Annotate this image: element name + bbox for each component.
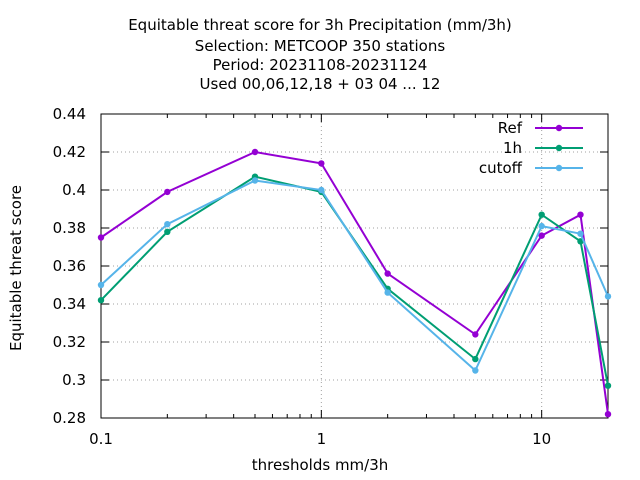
y-tick-label: 0.42 <box>53 143 86 161</box>
data-point <box>577 230 584 237</box>
data-point <box>604 382 612 389</box>
legend-marker-Ref <box>555 124 563 132</box>
data-point <box>384 289 391 296</box>
x-tick-label: 0.1 <box>89 430 113 448</box>
data-point <box>164 228 171 235</box>
data-point <box>472 355 479 363</box>
y-tick-label: 0.3 <box>62 371 86 389</box>
legend-marker-1h <box>555 144 563 152</box>
y-tick-label: 0.44 <box>53 105 86 123</box>
series-line-Ref <box>100 150 609 415</box>
legend-marker-cutoff <box>555 164 563 172</box>
y-tick-label: 0.38 <box>53 219 86 237</box>
legend-label-cutoff: cutoff <box>479 159 523 177</box>
data-point <box>318 186 325 194</box>
legend-label-1h: 1h <box>503 139 522 157</box>
data-point <box>604 293 612 300</box>
data-point <box>97 281 105 289</box>
data-point <box>538 232 545 239</box>
x-tick-label: 1 <box>317 430 327 448</box>
data-point <box>472 367 479 374</box>
series-line-1h <box>100 175 609 386</box>
data-point <box>538 222 545 230</box>
y-tick-label: 0.32 <box>53 333 86 351</box>
y-tick-label: 0.36 <box>53 257 86 275</box>
chart-title-line-1: Equitable threat score for 3h Precipitat… <box>128 16 512 34</box>
data-point <box>577 211 584 218</box>
data-point <box>97 234 105 241</box>
data-point <box>251 177 259 184</box>
data-point <box>97 297 105 304</box>
data-point <box>472 331 479 338</box>
data-point <box>604 411 612 418</box>
x-axis-label: thresholds mm/3h <box>251 456 389 474</box>
y-tick-label: 0.28 <box>53 409 86 427</box>
data-point <box>164 221 171 228</box>
y-tick-label: 0.34 <box>53 295 86 313</box>
legend-label-Ref: Ref <box>498 119 523 137</box>
data-point <box>251 148 259 156</box>
y-tick-label: 0.4 <box>62 181 86 199</box>
chart-title-line-2: Selection: METCOOP 350 stations <box>194 37 446 55</box>
data-point <box>164 188 171 196</box>
data-point <box>538 211 545 218</box>
x-tick-label: 10 <box>532 430 551 448</box>
chart-title-line-4: Used 00,06,12,18 + 03 04 ... 12 <box>199 75 441 93</box>
data-point <box>384 270 391 277</box>
data-point <box>318 160 325 167</box>
chart-title-line-3: Period: 20231108-20231124 <box>212 56 428 74</box>
